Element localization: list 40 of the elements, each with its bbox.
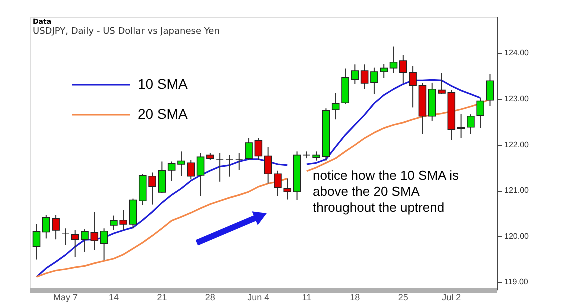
y-tick-label: 124.00 xyxy=(504,48,530,58)
legend-label: 20 SMA xyxy=(138,106,188,122)
candlestick xyxy=(226,154,234,178)
y-tick-label: 122.00 xyxy=(504,140,530,150)
candlestick xyxy=(390,46,398,74)
x-tick-label: 21 xyxy=(157,292,168,302)
x-tick-label: May 7 xyxy=(53,292,78,302)
y-tick-label: 123.00 xyxy=(504,94,530,104)
candlestick xyxy=(245,138,253,161)
candlestick xyxy=(360,64,369,90)
y-tick-label: 119.00 xyxy=(504,278,529,287)
candlestick xyxy=(235,152,244,171)
x-tick-label: 11 xyxy=(302,292,312,302)
x-tick-label: 18 xyxy=(350,292,360,302)
candlestick xyxy=(32,224,41,260)
candlestick xyxy=(312,151,320,162)
candlestick xyxy=(71,230,80,258)
x-tick-label: Jun 4 xyxy=(248,292,270,302)
y-tick-label: 121.00 xyxy=(504,186,530,196)
candlestick xyxy=(196,153,205,197)
candlestick xyxy=(100,228,108,261)
x-tick-label: 25 xyxy=(398,292,408,302)
legend-label: 10 SMA xyxy=(138,76,188,92)
candlestick xyxy=(351,64,360,85)
candlestick xyxy=(284,178,292,200)
candlestick xyxy=(274,170,282,197)
candlestick xyxy=(264,146,272,184)
candlestick xyxy=(254,138,263,161)
y-tick-label: 120.00 xyxy=(504,232,530,241)
candlestick xyxy=(158,161,166,194)
text: USDJPY, Daily - US Dollar vs Japanese Yen xyxy=(33,27,220,37)
candlestick xyxy=(216,153,224,182)
candlestick xyxy=(303,151,311,160)
candlestick xyxy=(168,161,176,182)
candlestick xyxy=(62,228,70,246)
x-tick-label: Jul 2 xyxy=(442,292,462,302)
annotation: notice how the 10 SMA is above the 20 SMA throughout the uptrend xyxy=(313,168,460,215)
candlestick xyxy=(486,74,494,107)
x-tick-label: 14 xyxy=(108,292,119,302)
x-tick-label: 28 xyxy=(205,292,216,302)
